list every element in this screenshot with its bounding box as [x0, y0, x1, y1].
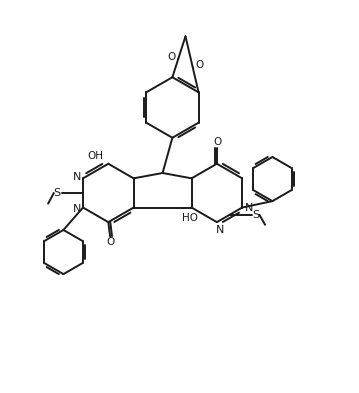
Text: S: S [53, 188, 61, 198]
Text: N: N [245, 203, 253, 213]
Text: HO: HO [182, 213, 198, 222]
Text: O: O [196, 61, 204, 70]
Text: N: N [73, 204, 81, 214]
Text: O: O [167, 52, 175, 62]
Text: S: S [253, 210, 260, 220]
Text: N: N [216, 225, 225, 235]
Text: O: O [214, 138, 222, 147]
Text: O: O [107, 237, 115, 248]
Text: OH: OH [88, 151, 104, 161]
Text: N: N [73, 172, 81, 182]
